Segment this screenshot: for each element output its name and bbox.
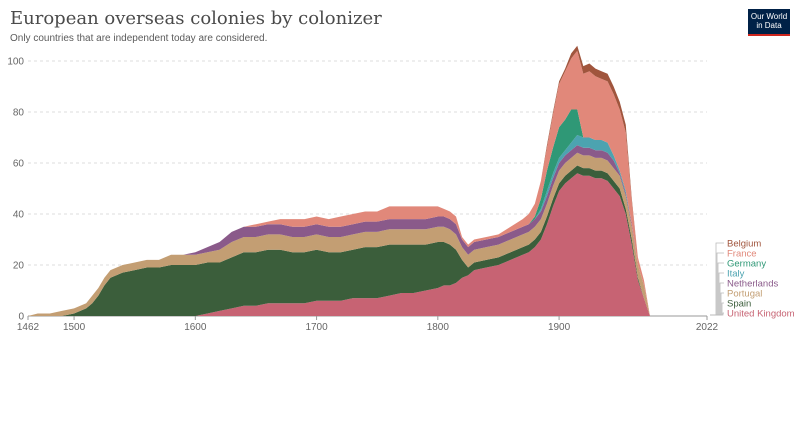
- y-tick-label: 0: [18, 312, 24, 323]
- legend-label-germany[interactable]: Germany: [727, 259, 766, 270]
- x-tick-label: 1700: [305, 322, 328, 333]
- x-tick-label: 1500: [63, 322, 86, 333]
- legend-label-spain[interactable]: Spain: [727, 299, 751, 310]
- legend-label-portugal[interactable]: Portugal: [727, 289, 762, 300]
- area-united-kingdom[interactable]: [28, 173, 707, 316]
- legend-label-italy[interactable]: Italy: [727, 269, 745, 280]
- y-tick-label: 40: [13, 210, 25, 221]
- legend: BelgiumFranceGermanyItalyNetherlandsPort…: [710, 239, 795, 320]
- axes: 0 20 40 60 80 100 1462 1500 1600 1700 1800 1900 2022: [7, 57, 718, 334]
- chart-title: European overseas colonies by colonizer: [10, 8, 382, 29]
- area-series-group: [28, 45, 707, 317]
- x-tick-label: 1800: [427, 322, 450, 333]
- owid-logo[interactable]: Our World in Data: [748, 9, 790, 36]
- legend-connector: [710, 312, 724, 316]
- area-spain[interactable]: [28, 165, 707, 316]
- area-portugal[interactable]: [28, 152, 707, 316]
- y-tick-label: 60: [13, 159, 25, 170]
- legend-label-france[interactable]: France: [727, 249, 757, 260]
- y-tick-label: 20: [13, 261, 25, 272]
- legend-label-belgium[interactable]: Belgium: [727, 239, 761, 250]
- legend-label-united-kingdom[interactable]: United Kingdom: [727, 309, 795, 320]
- chart-subtitle: Only countries that are independent toda…: [10, 33, 268, 44]
- x-tick-label: 1900: [548, 322, 571, 333]
- logo-line-2: in Data: [756, 21, 782, 30]
- legend-label-netherlands[interactable]: Netherlands: [727, 279, 778, 290]
- y-tick-label: 100: [7, 57, 24, 68]
- x-tick-label: 1462: [17, 322, 40, 333]
- area-netherlands[interactable]: [28, 145, 707, 316]
- y-tick-label: 80: [13, 108, 25, 119]
- logo-line-1: Our World: [750, 12, 788, 21]
- x-tick-label: 2022: [696, 322, 719, 333]
- x-tick-label: 1600: [184, 322, 207, 333]
